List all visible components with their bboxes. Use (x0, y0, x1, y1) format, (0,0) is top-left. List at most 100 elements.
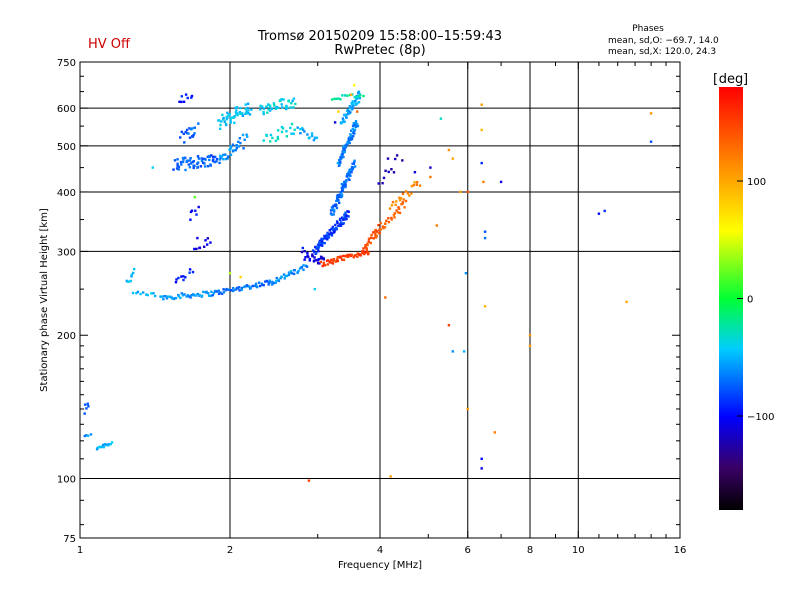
echo-point (347, 109, 350, 113)
echo-point (307, 255, 310, 259)
echo-point (229, 153, 233, 156)
echo-point (87, 434, 90, 437)
echo-point (369, 241, 372, 245)
echo-point (206, 237, 209, 240)
echo-point (435, 224, 438, 227)
echo-point (388, 207, 392, 210)
echo-point (410, 192, 413, 195)
echo-point (96, 446, 99, 450)
echo-point (269, 140, 272, 143)
echo-point (367, 251, 370, 254)
y-tick-label: 300 (57, 247, 76, 258)
y-axis-label: Stationary phase Virtual Height [km] (39, 208, 50, 392)
echo-point (386, 157, 390, 160)
echo-point (338, 201, 341, 205)
echo-point (191, 160, 194, 164)
echo-point (222, 116, 225, 120)
echo-point (229, 121, 232, 124)
echo-point (152, 292, 155, 295)
echo-point (355, 123, 359, 126)
echo-point (313, 259, 316, 262)
echo-point (300, 266, 304, 269)
echo-point (197, 122, 200, 125)
echo-point (83, 434, 86, 438)
echo-point (190, 94, 194, 98)
echo-point (277, 279, 281, 283)
echo-point (267, 108, 270, 111)
echo-point (276, 137, 280, 141)
echo-point (298, 267, 302, 270)
echo-point (164, 295, 167, 298)
echo-point (429, 175, 432, 179)
echo-point (190, 294, 193, 297)
echo-point (348, 105, 351, 108)
echo-point (222, 118, 225, 121)
echo-point (206, 243, 209, 246)
echo-point (334, 223, 337, 227)
echo-point (306, 251, 309, 255)
echo-point (366, 242, 369, 245)
echo-point (289, 106, 292, 109)
echo-point (376, 230, 379, 233)
echo-point (353, 128, 357, 132)
echo-point (130, 273, 133, 276)
echo-point (332, 259, 335, 262)
echo-point (313, 287, 316, 291)
echo-point (303, 258, 306, 261)
echo-point (165, 297, 169, 300)
echo-point (185, 295, 188, 298)
echo-point (204, 239, 207, 242)
echo-point (313, 250, 316, 253)
echo-point (342, 150, 346, 153)
echo-point (289, 126, 292, 130)
echo-point (350, 171, 353, 174)
echo-point (385, 219, 388, 222)
echo-point (291, 99, 294, 103)
echo-point (343, 94, 347, 97)
echo-point (196, 292, 199, 296)
echo-point (464, 272, 468, 275)
echo-point (136, 290, 140, 294)
echo-point (267, 280, 270, 284)
y-tick-label: 750 (57, 58, 76, 69)
echo-point (339, 190, 342, 194)
echo-point (347, 215, 350, 218)
echo-point (332, 258, 336, 261)
echo-point (132, 271, 135, 275)
echo-point (185, 128, 189, 132)
echo-point (366, 243, 369, 247)
echo-point (335, 97, 338, 100)
echo-point (343, 218, 346, 221)
echo-point (244, 107, 247, 111)
echo-point (212, 155, 215, 158)
echo-point (352, 123, 356, 126)
echo-point (384, 169, 387, 172)
echo-point (345, 175, 348, 178)
echo-point (130, 275, 133, 278)
echo-point (308, 258, 311, 261)
echo-point (182, 278, 185, 282)
echo-point (185, 131, 189, 135)
echo-point (173, 159, 177, 162)
x-axis-label: Frequency [MHz] (338, 560, 422, 571)
echo-point (344, 146, 347, 149)
echo-point (367, 252, 370, 256)
echo-point (364, 245, 367, 249)
echo-point (200, 157, 203, 160)
echo-point (314, 136, 317, 140)
echo-point (318, 239, 322, 243)
echo-point (415, 181, 419, 184)
echo-point (349, 174, 352, 177)
echo-point (292, 106, 295, 109)
echo-point (162, 295, 166, 298)
echo-point (193, 126, 196, 129)
echo-point (239, 106, 242, 110)
echo-point (311, 255, 314, 258)
echo-point (154, 294, 157, 298)
echo-point (290, 102, 293, 105)
echo-point (192, 134, 195, 137)
echo-point (362, 251, 365, 255)
echo-point (210, 290, 213, 293)
echo-point (195, 213, 198, 216)
